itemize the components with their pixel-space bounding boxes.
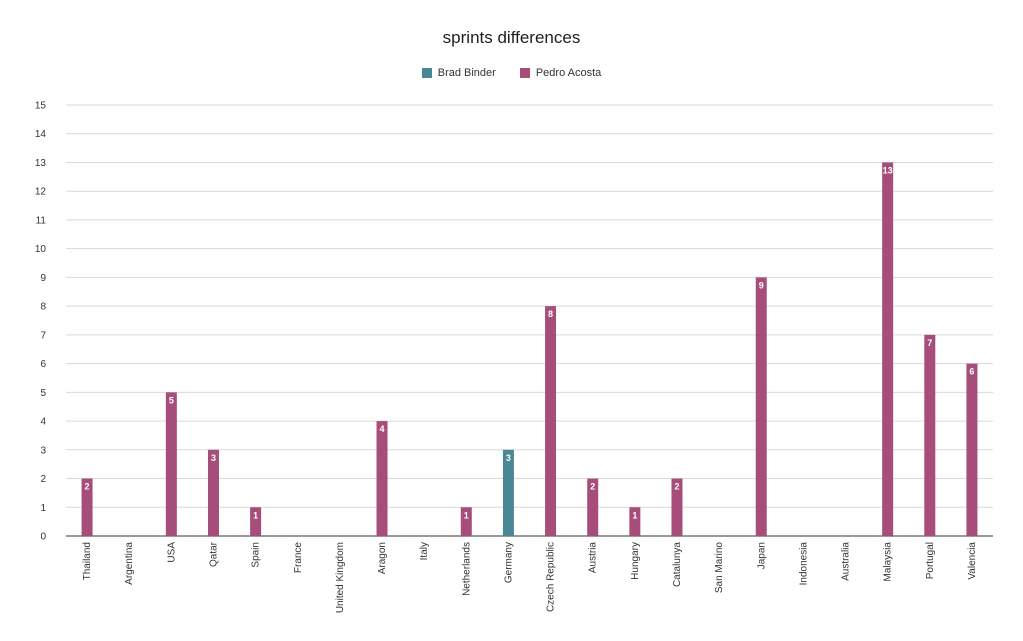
x-tick-label: Malaysia xyxy=(883,542,894,582)
bar-pedro-acosta xyxy=(460,507,472,536)
bar-data-label: 2 xyxy=(590,482,595,492)
legend-swatch-brad-binder xyxy=(421,68,432,78)
bar-data-label: 4 xyxy=(380,424,385,434)
x-tick-label: Hungary xyxy=(630,542,641,580)
x-tick-label: Qatar xyxy=(208,541,219,567)
chart-title: sprints differences xyxy=(442,28,581,47)
x-tick-label: Spain xyxy=(251,542,262,568)
x-tick-label: Argentina xyxy=(124,542,135,585)
bar-pedro-acosta xyxy=(587,478,599,536)
bar-pedro-acosta xyxy=(966,363,978,536)
y-tick-label: 15 xyxy=(35,101,47,112)
bar-pedro-acosta xyxy=(81,478,93,536)
x-tick-label: Italy xyxy=(419,542,430,560)
bar-pedro-acosta xyxy=(207,449,219,536)
bar-pedro-acosta xyxy=(250,507,262,536)
x-tick-label: Aragon xyxy=(377,542,388,574)
y-tick-label: 12 xyxy=(35,187,47,198)
y-tick-label: 4 xyxy=(40,417,46,428)
bar-pedro-acosta xyxy=(882,162,894,536)
bar-data-label: 6 xyxy=(969,367,974,377)
bar-brad-binder xyxy=(502,449,514,536)
x-tick-label: France xyxy=(293,542,304,574)
legend-item-pedro-acosta: Pedro Acosta xyxy=(519,67,602,79)
x-tick-label: Catalunya xyxy=(672,542,683,587)
bar-data-label: 1 xyxy=(253,510,258,520)
chart-legend: Brad Binder Pedro Acosta xyxy=(0,67,1023,79)
legend-label-pedro-acosta: Pedro Acosta xyxy=(535,67,602,79)
x-tick-label: San Marino xyxy=(714,542,725,594)
y-tick-label: 5 xyxy=(40,388,46,399)
y-tick-label: 8 xyxy=(40,302,46,313)
y-tick-label: 13 xyxy=(35,158,47,169)
bar-data-label: 2 xyxy=(85,482,90,492)
x-tick-label: Netherlands xyxy=(461,542,472,596)
y-tick-label: 7 xyxy=(40,330,46,341)
bar-pedro-acosta xyxy=(165,392,177,536)
x-tick-label: Thailand xyxy=(82,542,93,580)
bar-data-label: 9 xyxy=(759,280,764,290)
x-tick-label: Austria xyxy=(588,542,599,574)
y-tick-label: 14 xyxy=(35,129,47,140)
bar-data-label: 5 xyxy=(169,395,174,405)
bar-pedro-acosta xyxy=(629,507,641,536)
x-tick-label: Germany xyxy=(503,542,514,583)
bar-data-label: 1 xyxy=(464,510,469,520)
x-tick-label: Japan xyxy=(756,542,767,569)
x-tick-label: Portugal xyxy=(925,542,936,579)
y-tick-label: 3 xyxy=(40,445,46,456)
bar-pedro-acosta xyxy=(755,277,767,536)
legend-label-brad-binder: Brad Binder xyxy=(437,67,496,79)
y-tick-label: 6 xyxy=(40,359,46,370)
bar-pedro-acosta xyxy=(376,421,388,536)
x-tick-label: USA xyxy=(166,542,177,563)
x-tick-label: United Kingdom xyxy=(335,542,346,613)
legend-item-brad-binder: Brad Binder xyxy=(421,67,496,79)
bar-data-label: 2 xyxy=(674,482,679,492)
x-tick-label: Valencia xyxy=(967,542,978,580)
y-tick-label: 11 xyxy=(36,215,47,226)
bar-data-label: 13 xyxy=(883,165,893,175)
y-tick-label: 9 xyxy=(40,273,46,284)
bar-data-label: 8 xyxy=(548,309,553,319)
y-tick-label: 0 xyxy=(40,532,46,543)
bar-pedro-acosta xyxy=(924,334,936,536)
bar-pedro-acosta xyxy=(545,306,557,536)
legend-swatch-pedro-acosta xyxy=(519,68,530,78)
y-tick-label: 10 xyxy=(35,244,47,255)
bar-pedro-acosta xyxy=(671,478,683,536)
y-tick-label: 2 xyxy=(40,474,46,485)
x-tick-label: Australia xyxy=(841,542,852,581)
y-tick-label: 1 xyxy=(40,503,46,514)
bar-data-label: 3 xyxy=(506,453,511,463)
bar-data-label: 3 xyxy=(211,453,216,463)
x-tick-label: Czech Republic xyxy=(546,542,557,612)
x-tick-label: Indonesia xyxy=(798,542,809,586)
bar-data-label: 1 xyxy=(632,510,637,520)
bar-data-label: 7 xyxy=(927,338,932,348)
